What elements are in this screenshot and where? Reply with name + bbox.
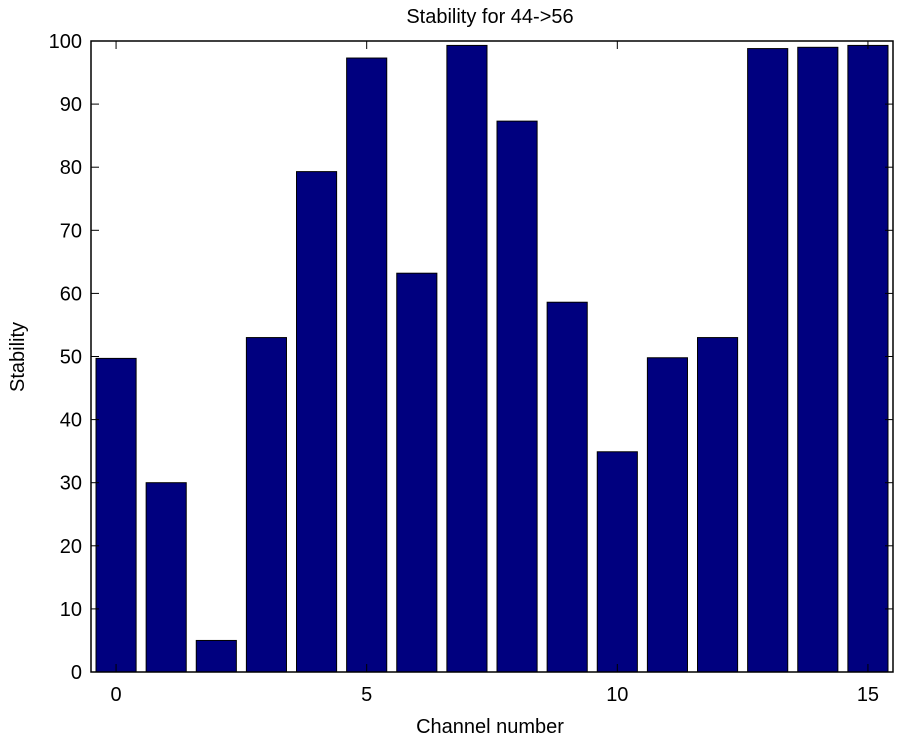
bar-channel-11 [646, 357, 688, 673]
y-axis-ticks: 0 10 20 30 40 50 60 70 80 90 100 [49, 31, 893, 684]
y-tick-label-80: 80 [60, 157, 82, 179]
bar-channel-7 [446, 44, 488, 673]
bar-channel-1 [145, 482, 187, 673]
x-tick-label-10: 10 [606, 684, 628, 706]
x-tick-label-5: 5 [361, 684, 372, 706]
bar-channel-6 [396, 272, 438, 673]
y-tick-label-70: 70 [60, 220, 82, 242]
bar-channel-2 [195, 639, 237, 673]
y-tick-label-20: 20 [60, 536, 82, 558]
y-tick-label-30: 30 [60, 473, 82, 495]
bar-series [95, 44, 889, 673]
chart-title: Stability for 44->56 [406, 6, 573, 28]
bar-channel-3 [245, 337, 287, 673]
y-tick-label-60: 60 [60, 283, 82, 305]
bar-channel-15 [847, 44, 889, 673]
x-tick-label-0: 0 [111, 684, 122, 706]
bar-channel-10 [596, 451, 638, 673]
y-tick-label-90: 90 [60, 94, 82, 116]
y-tick-label-50: 50 [60, 347, 82, 369]
bar-channel-12 [697, 337, 739, 673]
bar-channel-9 [546, 301, 588, 673]
bar-channel-13 [747, 48, 789, 673]
x-axis-label: Channel number [416, 716, 564, 738]
y-tick-label-40: 40 [60, 410, 82, 432]
bar-channel-0 [95, 357, 137, 673]
bar-channel-8 [496, 120, 538, 673]
y-tick-label-0: 0 [71, 662, 82, 684]
bar-channel-14 [797, 46, 839, 673]
x-axis-ticks: 0 5 10 15 [111, 41, 879, 706]
bar-channel-5 [346, 57, 388, 673]
y-axis-label: Stability [7, 322, 29, 392]
y-tick-label-100: 100 [49, 31, 82, 53]
y-tick-label-10: 10 [60, 599, 82, 621]
bar-channel-4 [296, 171, 338, 673]
x-tick-label-15: 15 [857, 684, 879, 706]
